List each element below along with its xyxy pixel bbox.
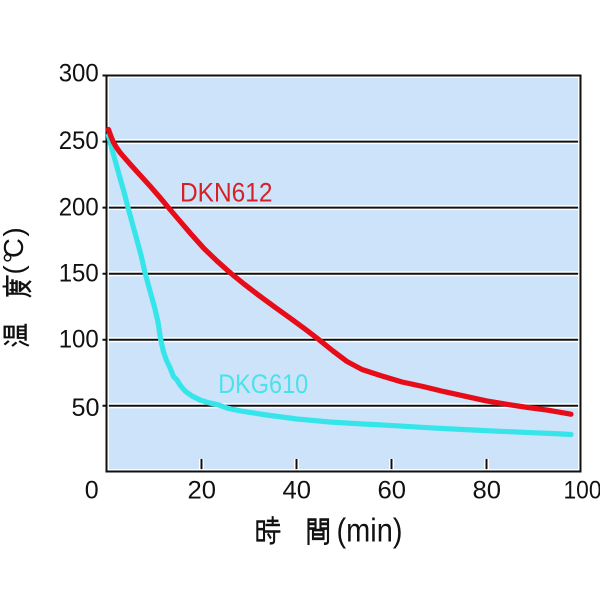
svg-text:(: ( xyxy=(0,265,29,274)
svg-text:150: 150 xyxy=(59,260,99,288)
svg-text:300: 300 xyxy=(59,60,99,88)
svg-text:80: 80 xyxy=(473,477,502,505)
svg-text:200: 200 xyxy=(59,194,99,222)
svg-text:100: 100 xyxy=(564,477,600,505)
svg-text:50: 50 xyxy=(72,394,100,422)
svg-text:20: 20 xyxy=(188,477,217,505)
svg-text:40: 40 xyxy=(283,477,312,505)
svg-text:C: C xyxy=(0,238,29,258)
svg-text:°: ° xyxy=(0,252,29,263)
svg-text:100: 100 xyxy=(59,326,99,354)
svg-text:DKG610: DKG610 xyxy=(218,369,308,399)
svg-text:(min): (min) xyxy=(337,511,403,548)
svg-text:60: 60 xyxy=(378,477,407,505)
svg-text:DKN612: DKN612 xyxy=(180,178,273,208)
svg-text:0: 0 xyxy=(85,477,99,505)
svg-text:250: 250 xyxy=(59,127,99,155)
svg-text:): ) xyxy=(0,227,29,236)
